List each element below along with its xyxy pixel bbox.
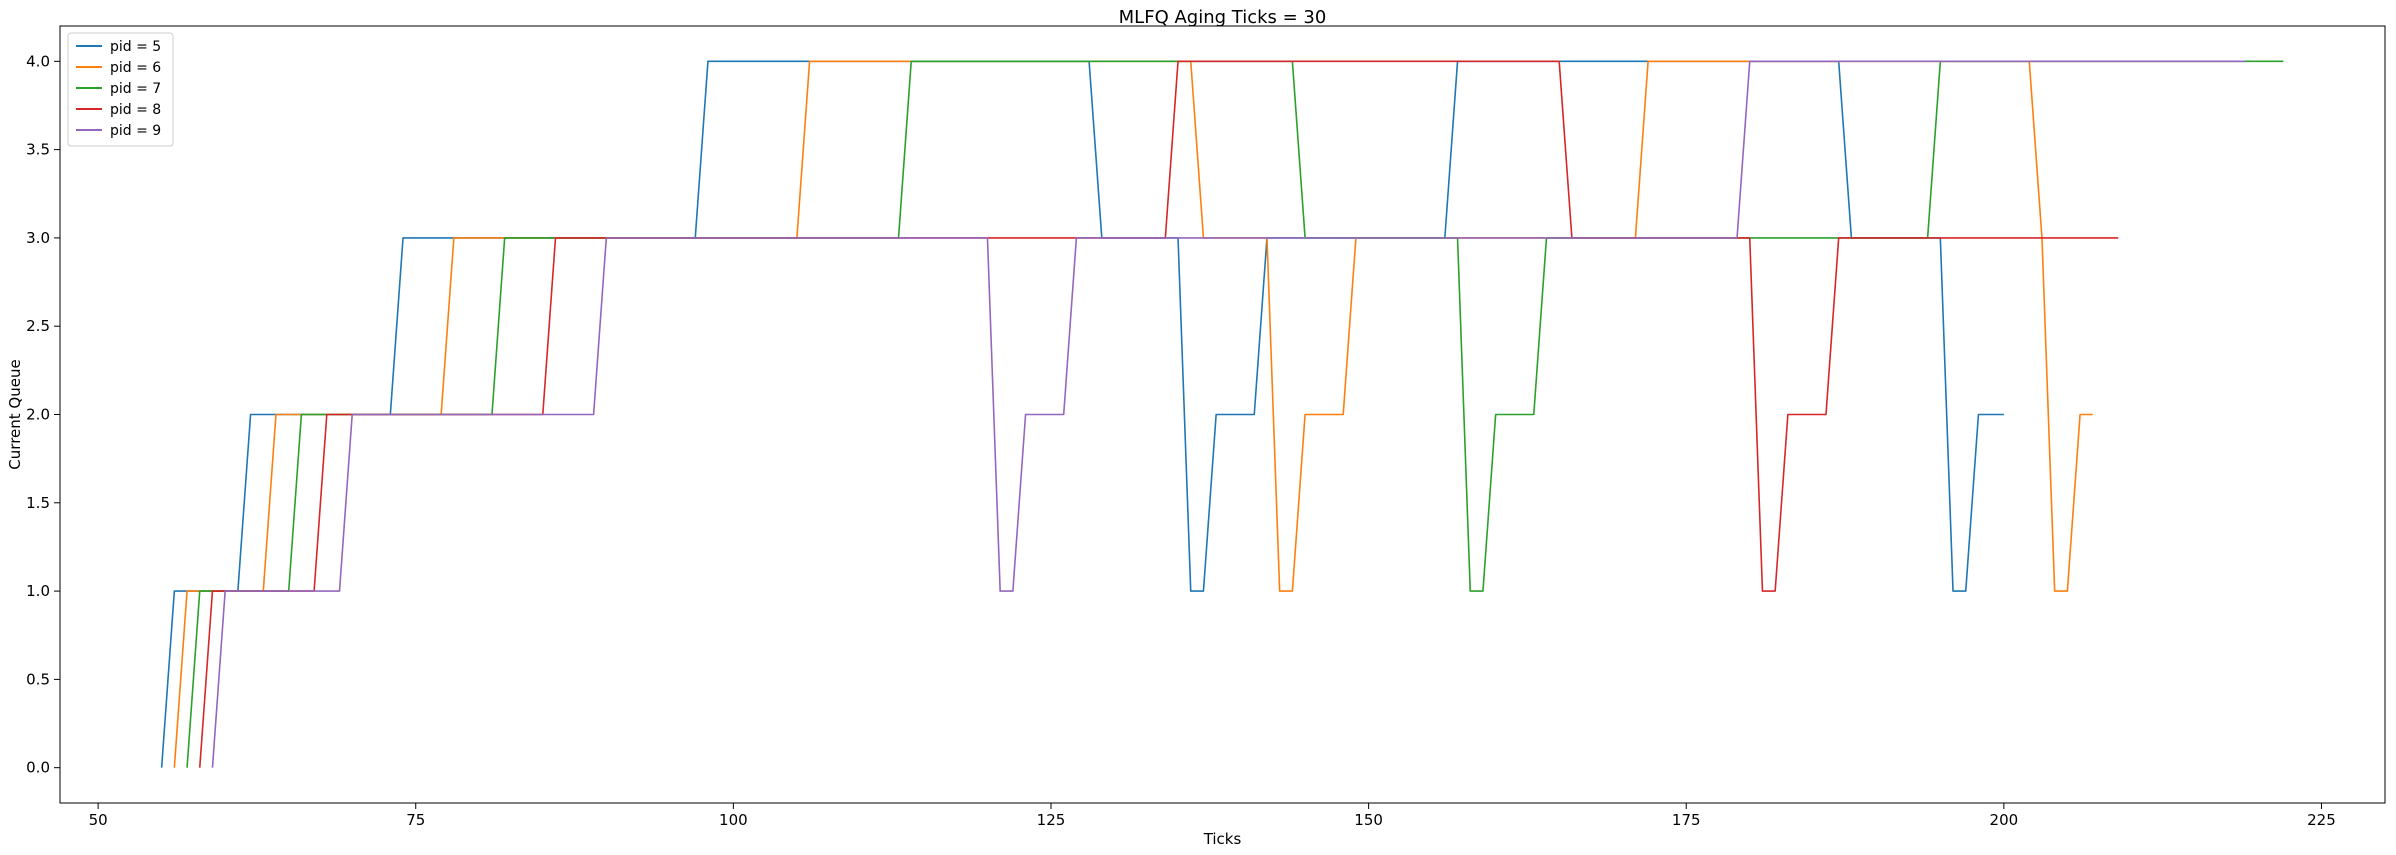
series-layer xyxy=(160,60,2284,768)
y-tick-label: 2.5 xyxy=(26,317,50,335)
y-tick-label: 2.0 xyxy=(26,406,50,424)
x-axis-label: Ticks xyxy=(1203,830,1242,848)
x-tick-label: 75 xyxy=(406,811,425,829)
series-line xyxy=(211,60,2246,768)
y-tick-label: 0.5 xyxy=(26,670,50,688)
legend-label: pid = 8 xyxy=(110,102,161,118)
y-axis-label: Current Queue xyxy=(6,359,24,469)
legend: pid = 5 pid = 6 pid = 7 pid = 8 pid = 9 xyxy=(67,32,174,147)
y-tick-label: 1.5 xyxy=(26,494,50,512)
x-tick-label: 150 xyxy=(1354,811,1383,829)
legend-box xyxy=(67,32,174,147)
y-tick-label: 3.5 xyxy=(26,141,50,159)
y-tick-label: 3.0 xyxy=(26,229,50,247)
y-tick-label: 4.0 xyxy=(26,52,50,70)
series-line xyxy=(198,60,2119,768)
y-tick-label: 1.0 xyxy=(26,582,50,600)
legend-label: pid = 7 xyxy=(110,81,161,97)
ticks-layer: 50 75 100 125 150 175 200 225 0.0 0.5 1.0 1.5 2.0 2.5… xyxy=(26,52,2336,829)
legend-label: pid = 9 xyxy=(110,123,161,139)
x-tick-label: 225 xyxy=(2307,811,2336,829)
plot-frame xyxy=(59,25,2386,804)
legend-label: pid = 6 xyxy=(110,60,161,76)
x-tick-label: 200 xyxy=(1990,811,2019,829)
chart-title: MLFQ Aging Ticks = 30 xyxy=(1119,7,1327,28)
legend-label: pid = 5 xyxy=(110,39,161,55)
x-tick-label: 100 xyxy=(719,811,748,829)
x-tick-label: 50 xyxy=(89,811,108,829)
y-tick-label: 0.0 xyxy=(26,759,50,777)
x-tick-label: 175 xyxy=(1672,811,1701,829)
x-tick-label: 125 xyxy=(1037,811,1066,829)
